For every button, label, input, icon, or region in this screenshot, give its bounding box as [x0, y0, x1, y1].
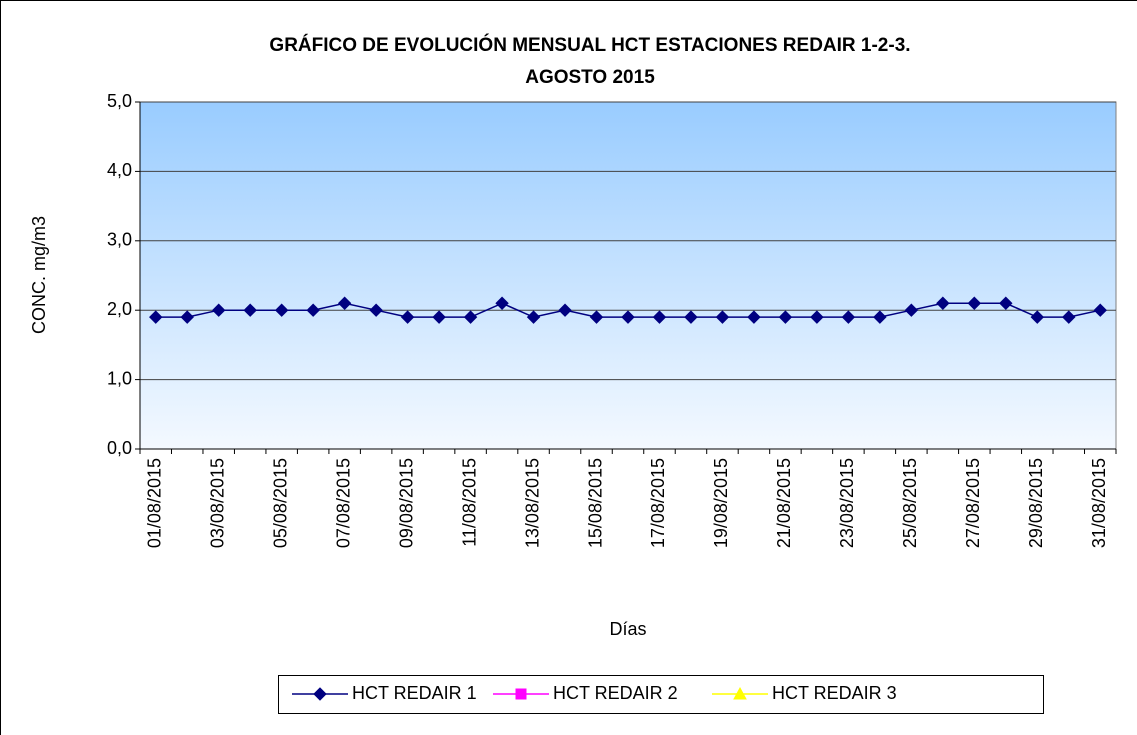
data-point	[400, 310, 415, 324]
data-point	[1093, 303, 1107, 317]
data-point	[715, 310, 730, 324]
y-tick-label: 3,0	[107, 230, 132, 250]
x-tick-label: 07/08/2015	[333, 458, 353, 548]
legend-label: HCT REDAIR 2	[553, 683, 678, 703]
legend-box	[278, 675, 1044, 714]
data-point	[463, 310, 478, 324]
data-point	[904, 303, 919, 317]
x-tick-label: 27/08/2015	[963, 458, 983, 548]
x-axis-label: Días	[609, 619, 646, 639]
data-point	[967, 296, 982, 310]
x-tick-label: 15/08/2015	[585, 458, 605, 548]
y-tick-label: 2,0	[107, 299, 132, 319]
plot-area	[139, 101, 1117, 450]
data-point	[149, 310, 163, 324]
y-tick-label: 4,0	[107, 160, 132, 180]
x-tick-label: 19/08/2015	[711, 458, 731, 548]
data-point	[526, 310, 541, 324]
data-point	[212, 303, 226, 317]
chart-title: GRÁFICO DE EVOLUCIÓN MENSUAL HCT ESTACIO…	[269, 34, 910, 56]
y-tick-label: 1,0	[107, 368, 132, 388]
x-tick-label: 31/08/2015	[1089, 458, 1109, 548]
x-tick-label: 21/08/2015	[774, 458, 794, 548]
data-point	[999, 296, 1013, 310]
legend-marker	[733, 686, 747, 700]
data-point	[243, 303, 257, 317]
y-axis-label: CONC. mg/m3	[29, 216, 49, 334]
data-point	[873, 310, 887, 324]
x-tick-label: 09/08/2015	[396, 458, 416, 548]
y-tick-label: 5,0	[107, 91, 132, 111]
data-point	[810, 310, 824, 324]
data-point	[1062, 310, 1076, 324]
data-point	[495, 296, 509, 310]
data-point	[1030, 310, 1044, 324]
legend-label: HCT REDAIR 3	[772, 683, 897, 703]
x-tick-label: 05/08/2015	[270, 458, 290, 548]
data-point	[369, 303, 383, 317]
data-point	[841, 310, 856, 324]
x-tick-label: 17/08/2015	[648, 458, 668, 548]
data-point	[180, 310, 194, 324]
data-point	[621, 310, 635, 324]
x-tick-label: 23/08/2015	[837, 458, 857, 548]
x-tick-label: 13/08/2015	[522, 458, 542, 548]
x-tick-label: 11/08/2015	[459, 458, 479, 547]
data-point	[652, 310, 667, 324]
x-tick-label: 25/08/2015	[900, 458, 920, 548]
chart-title: AGOSTO 2015	[525, 67, 655, 88]
data-point	[747, 310, 761, 324]
data-point	[432, 310, 446, 324]
legend-marker	[515, 688, 527, 700]
data-point	[684, 310, 698, 324]
data-point	[306, 303, 320, 317]
x-tick-label: 01/08/2015	[144, 458, 164, 548]
data-point	[589, 310, 604, 324]
legend-marker	[313, 687, 327, 701]
data-point	[337, 296, 352, 310]
data-point	[274, 303, 289, 317]
data-point	[936, 296, 950, 310]
x-tick-label: 29/08/2015	[1026, 458, 1046, 548]
y-tick-label: 0,0	[107, 438, 132, 458]
data-point	[778, 310, 793, 324]
data-point	[558, 303, 572, 317]
x-tick-label: 03/08/2015	[207, 458, 227, 548]
legend-label: HCT REDAIR 1	[352, 683, 477, 703]
